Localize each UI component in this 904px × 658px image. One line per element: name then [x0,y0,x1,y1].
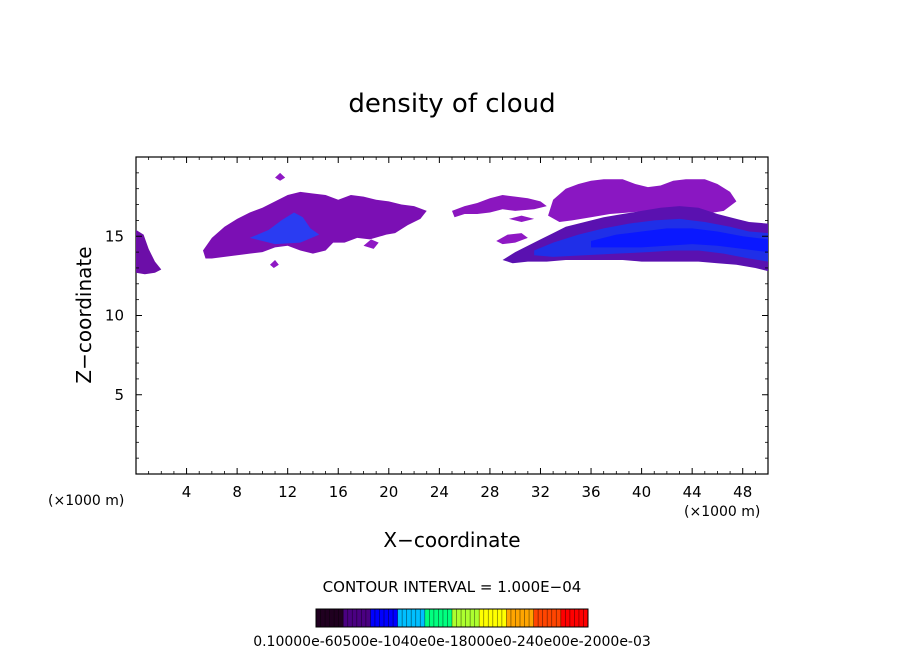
cloud-region-4 [275,172,286,181]
y-tick-label-2: 15 [105,227,124,245]
x-tick-label-4: 20 [379,483,398,501]
cloud-layer [136,172,768,275]
x-tick-label-8: 36 [581,483,600,501]
x-tick-label-5: 24 [430,483,449,501]
colorbar-frame [315,608,589,628]
y-tick-label-0: 5 [114,386,124,404]
x-tick-label-2: 12 [278,483,297,501]
x-tick-label-0: 4 [182,483,192,501]
cloud-region-5 [269,260,279,268]
cloud-region-8 [496,233,528,245]
x-unit-label-right: (×1000 m) [684,504,760,520]
chart-title: density of cloud [348,89,555,119]
cloud-region-1 [202,191,427,259]
colorbar [315,608,589,628]
cloud-region-2 [249,212,320,245]
cloud-region-7 [508,215,535,222]
y-tick-label-1: 10 [105,307,124,325]
x-tick-label-1: 8 [232,483,242,501]
cloud-region-12 [591,228,768,253]
y-axis-title: Z−coordinate [72,246,96,383]
colorbar-labels: 0.10000e-60500e-1040e0e-18000e0-240e00e-… [253,634,651,650]
cloud-region-6 [452,195,547,218]
x-unit-label-left: (×1000 m) [48,493,124,509]
x-tick-label-10: 44 [683,483,702,501]
x-tick-label-9: 40 [632,483,651,501]
x-tick-label-7: 32 [531,483,550,501]
x-axis-title: X−coordinate [383,528,520,552]
x-tick-label-3: 16 [329,483,348,501]
cloud-region-3 [363,239,379,249]
contour-interval-label: CONTOUR INTERVAL = 1.000E−04 [323,578,582,596]
x-tick-label-11: 48 [733,483,752,501]
cloud-region-0 [136,229,162,275]
x-tick-label-6: 28 [480,483,499,501]
